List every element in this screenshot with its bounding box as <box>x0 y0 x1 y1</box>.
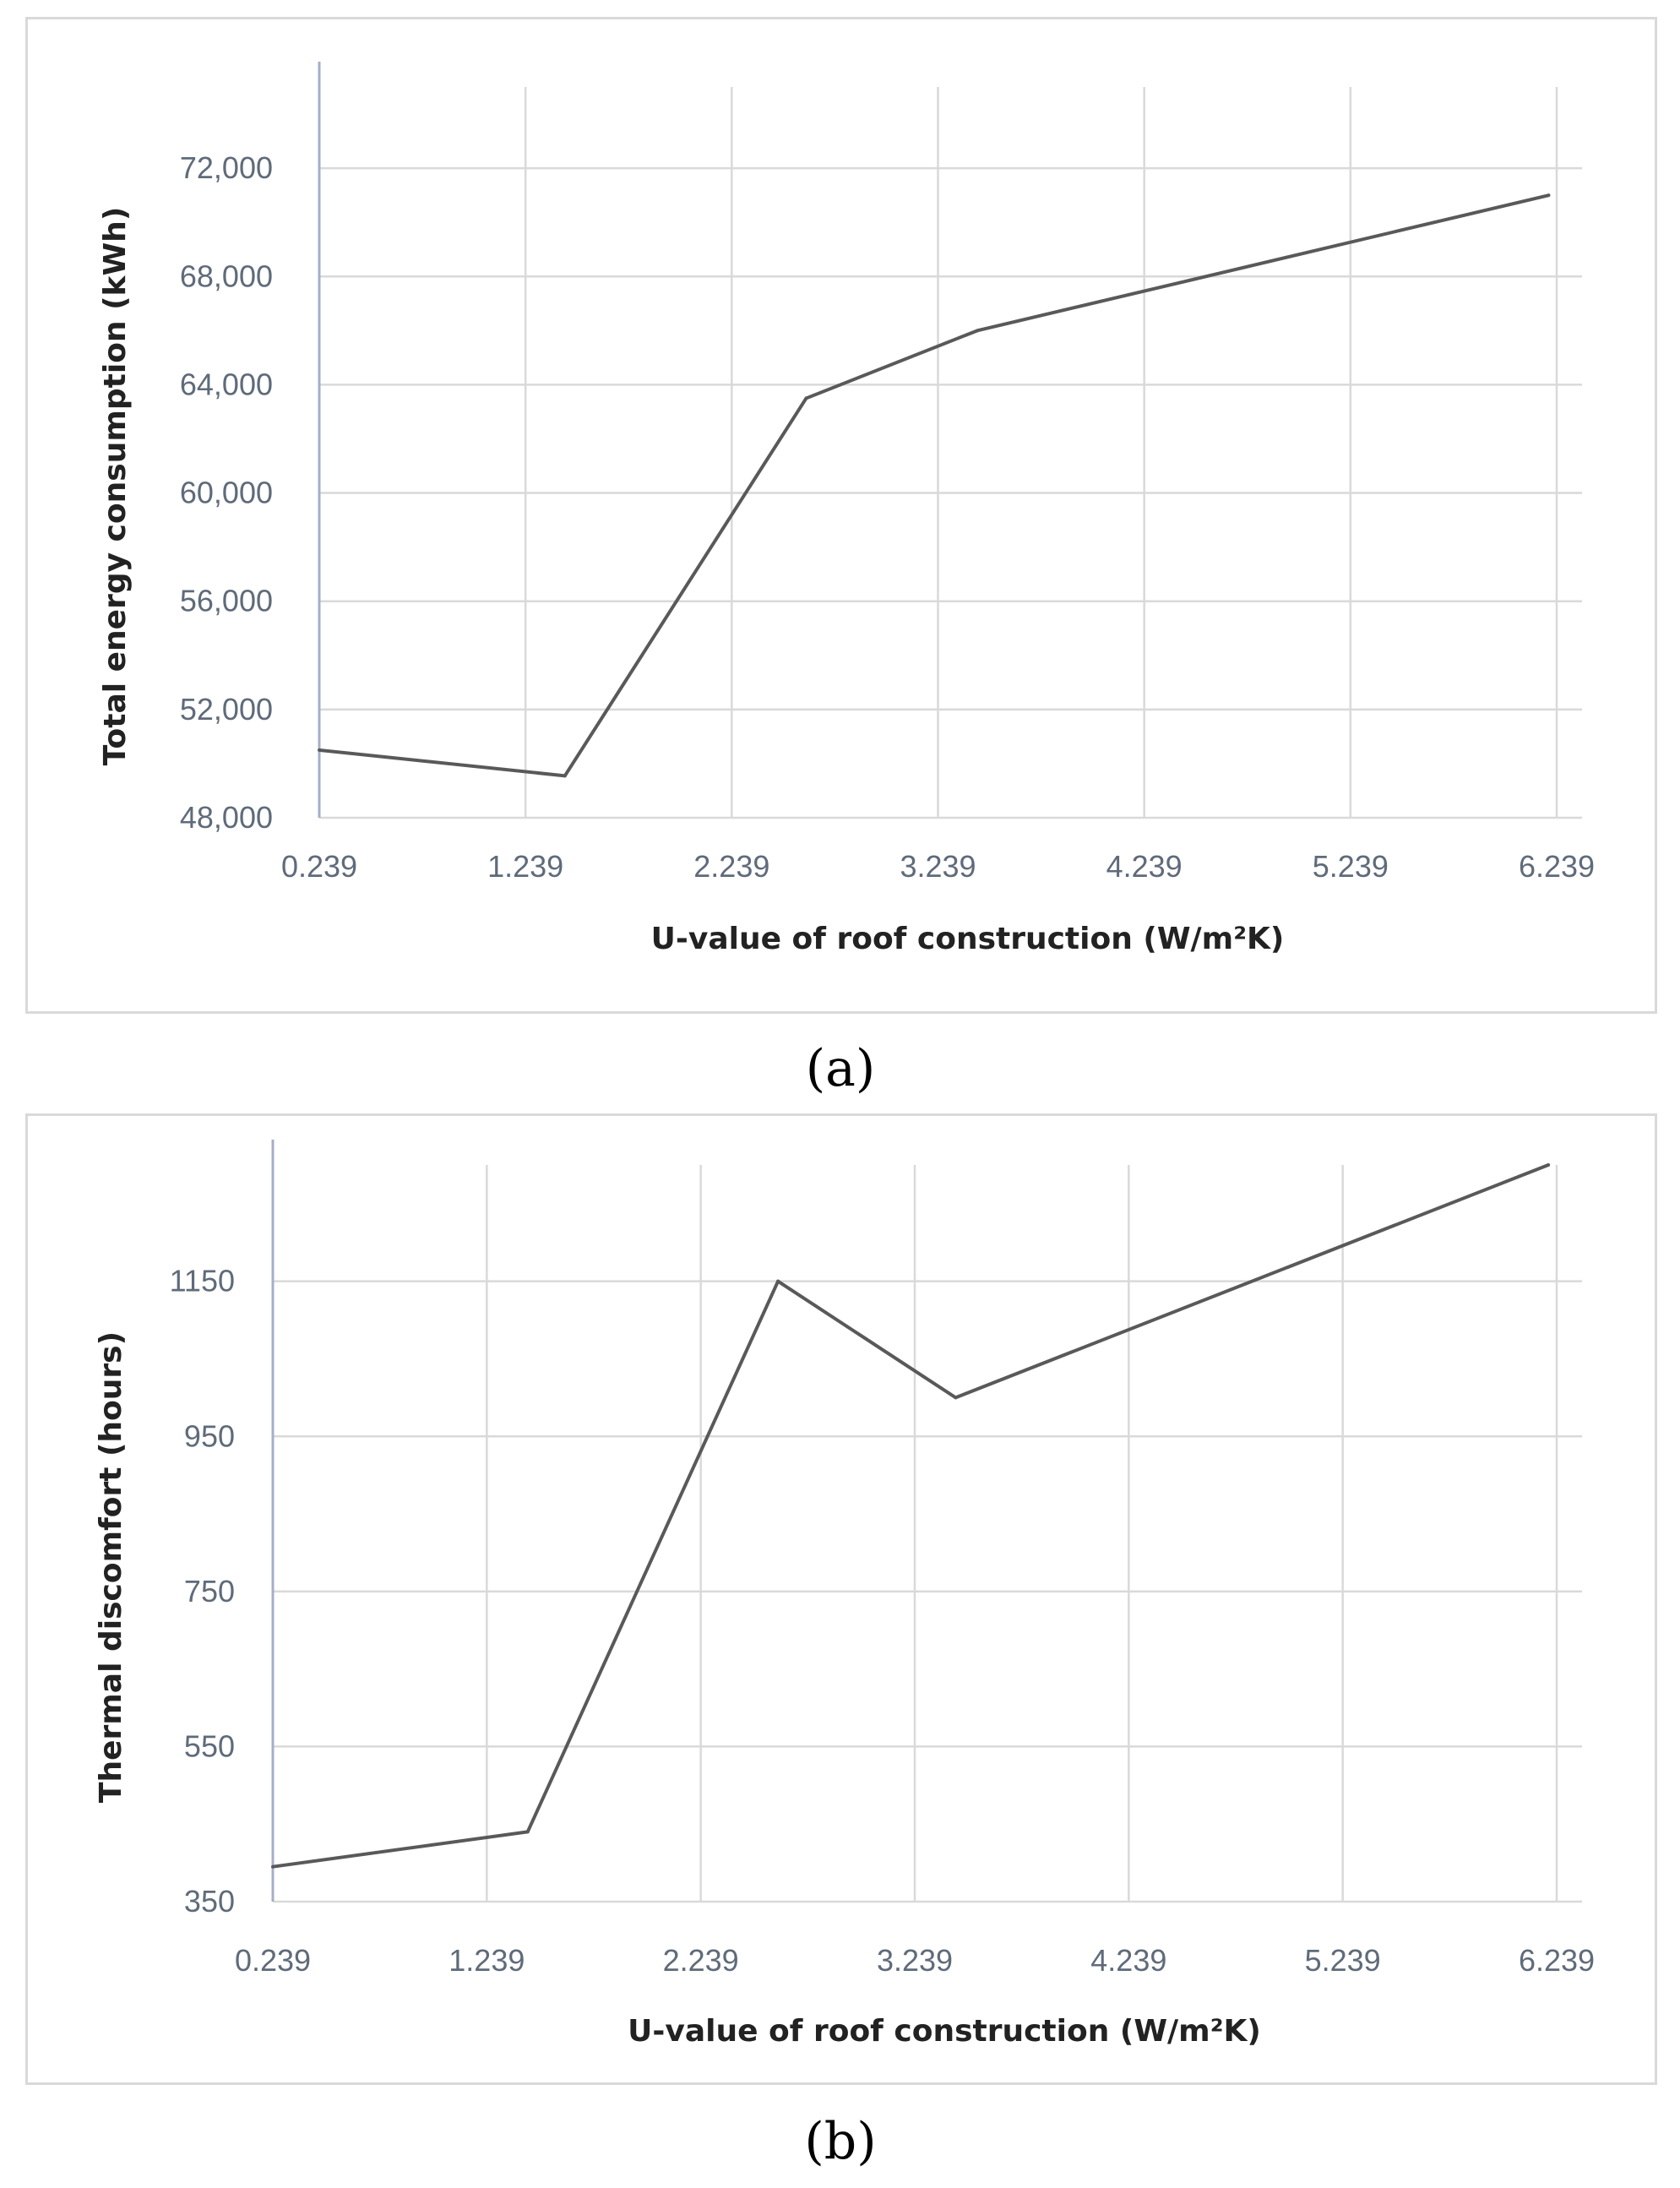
chart-a-svg: 48,000 52,000 56,000 60,000 64,000 68,000 72,0… <box>98 62 1595 956</box>
x-tick-label: 0.239 <box>281 849 357 884</box>
x-tick-label: 0.239 <box>235 1943 311 1978</box>
series-line <box>318 193 1549 778</box>
y-tick-label: 750 <box>184 1574 235 1608</box>
x-tick-label: 4.239 <box>1106 849 1183 884</box>
data-point <box>954 1396 958 1400</box>
data-point <box>271 1864 275 1869</box>
data-point <box>525 1830 530 1834</box>
data-point <box>563 774 567 778</box>
y-tick-label: 48,000 <box>180 800 273 835</box>
data-point <box>776 1279 780 1283</box>
data-point <box>804 396 808 400</box>
x-tick-label: 1.239 <box>487 849 563 884</box>
y-axis-title: Total energy consumption (kWh) <box>98 207 133 766</box>
data-point <box>976 329 980 333</box>
x-tick-label: 6.239 <box>1519 1943 1595 1978</box>
chart-panel-b: 350 550 750 950 1150 0.239 1.239 2.239 3.239 4.23… <box>25 1113 1657 2085</box>
x-tick-label: 6.239 <box>1519 849 1595 884</box>
x-tick-label: 3.239 <box>900 849 976 884</box>
chart-panel-a: 48,000 52,000 56,000 60,000 64,000 68,000 72,0… <box>25 17 1657 1014</box>
y-tick-label: 950 <box>184 1418 235 1453</box>
data-point <box>318 748 321 752</box>
y-tick-label: 1150 <box>170 1264 235 1298</box>
y-tick-label: 52,000 <box>180 692 273 727</box>
panel-label-a: (a) <box>805 1039 876 1098</box>
x-tick-label: 5.239 <box>1313 849 1389 884</box>
x-axis-title: U-value of roof construction (W/m²K) <box>651 922 1285 956</box>
x-axis-title: U-value of roof construction (W/m²K) <box>628 2014 1261 2049</box>
panel-label-b: (b) <box>804 2112 877 2171</box>
x-tick-label: 1.239 <box>449 1943 525 1978</box>
y-tick-label: 68,000 <box>180 259 273 293</box>
x-tick-label: 2.239 <box>693 849 769 884</box>
x-tick-label: 5.239 <box>1305 1943 1381 1978</box>
y-tick-label: 60,000 <box>180 476 273 510</box>
y-tick-label: 550 <box>184 1728 235 1763</box>
y-tick-label: 350 <box>184 1884 235 1919</box>
y-tick-label: 72,000 <box>180 150 273 185</box>
series-line <box>272 1163 1549 1869</box>
y-axis-title: Thermal discomfort (hours) <box>94 1331 128 1803</box>
x-tick-label: 2.239 <box>663 1943 739 1978</box>
x-tick-label: 4.239 <box>1090 1943 1166 1978</box>
y-tick-label: 56,000 <box>180 584 273 618</box>
x-tick-label: 3.239 <box>877 1943 953 1978</box>
y-tick-label: 64,000 <box>180 367 273 401</box>
data-point <box>1547 193 1551 198</box>
data-point <box>1547 1163 1551 1167</box>
chart-b-svg: 350 550 750 950 1150 0.239 1.239 2.239 3.239 4.23… <box>94 1140 1595 2049</box>
